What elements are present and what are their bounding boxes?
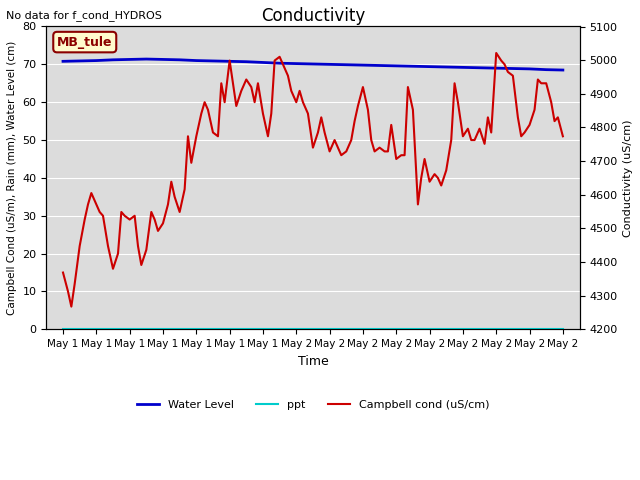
- Text: MB_tule: MB_tule: [57, 36, 113, 48]
- Title: Conductivity: Conductivity: [261, 7, 365, 25]
- Legend: Water Level, ppt, Campbell cond (uS/cm): Water Level, ppt, Campbell cond (uS/cm): [132, 396, 493, 415]
- Y-axis label: Campbell Cond (uS/m), Rain (mm), Water Level (cm): Campbell Cond (uS/m), Rain (mm), Water L…: [7, 41, 17, 315]
- Text: No data for f_cond_HYDROS: No data for f_cond_HYDROS: [6, 10, 163, 21]
- X-axis label: Time: Time: [298, 355, 328, 368]
- Y-axis label: Conductivity (uS/cm): Conductivity (uS/cm): [623, 119, 633, 237]
